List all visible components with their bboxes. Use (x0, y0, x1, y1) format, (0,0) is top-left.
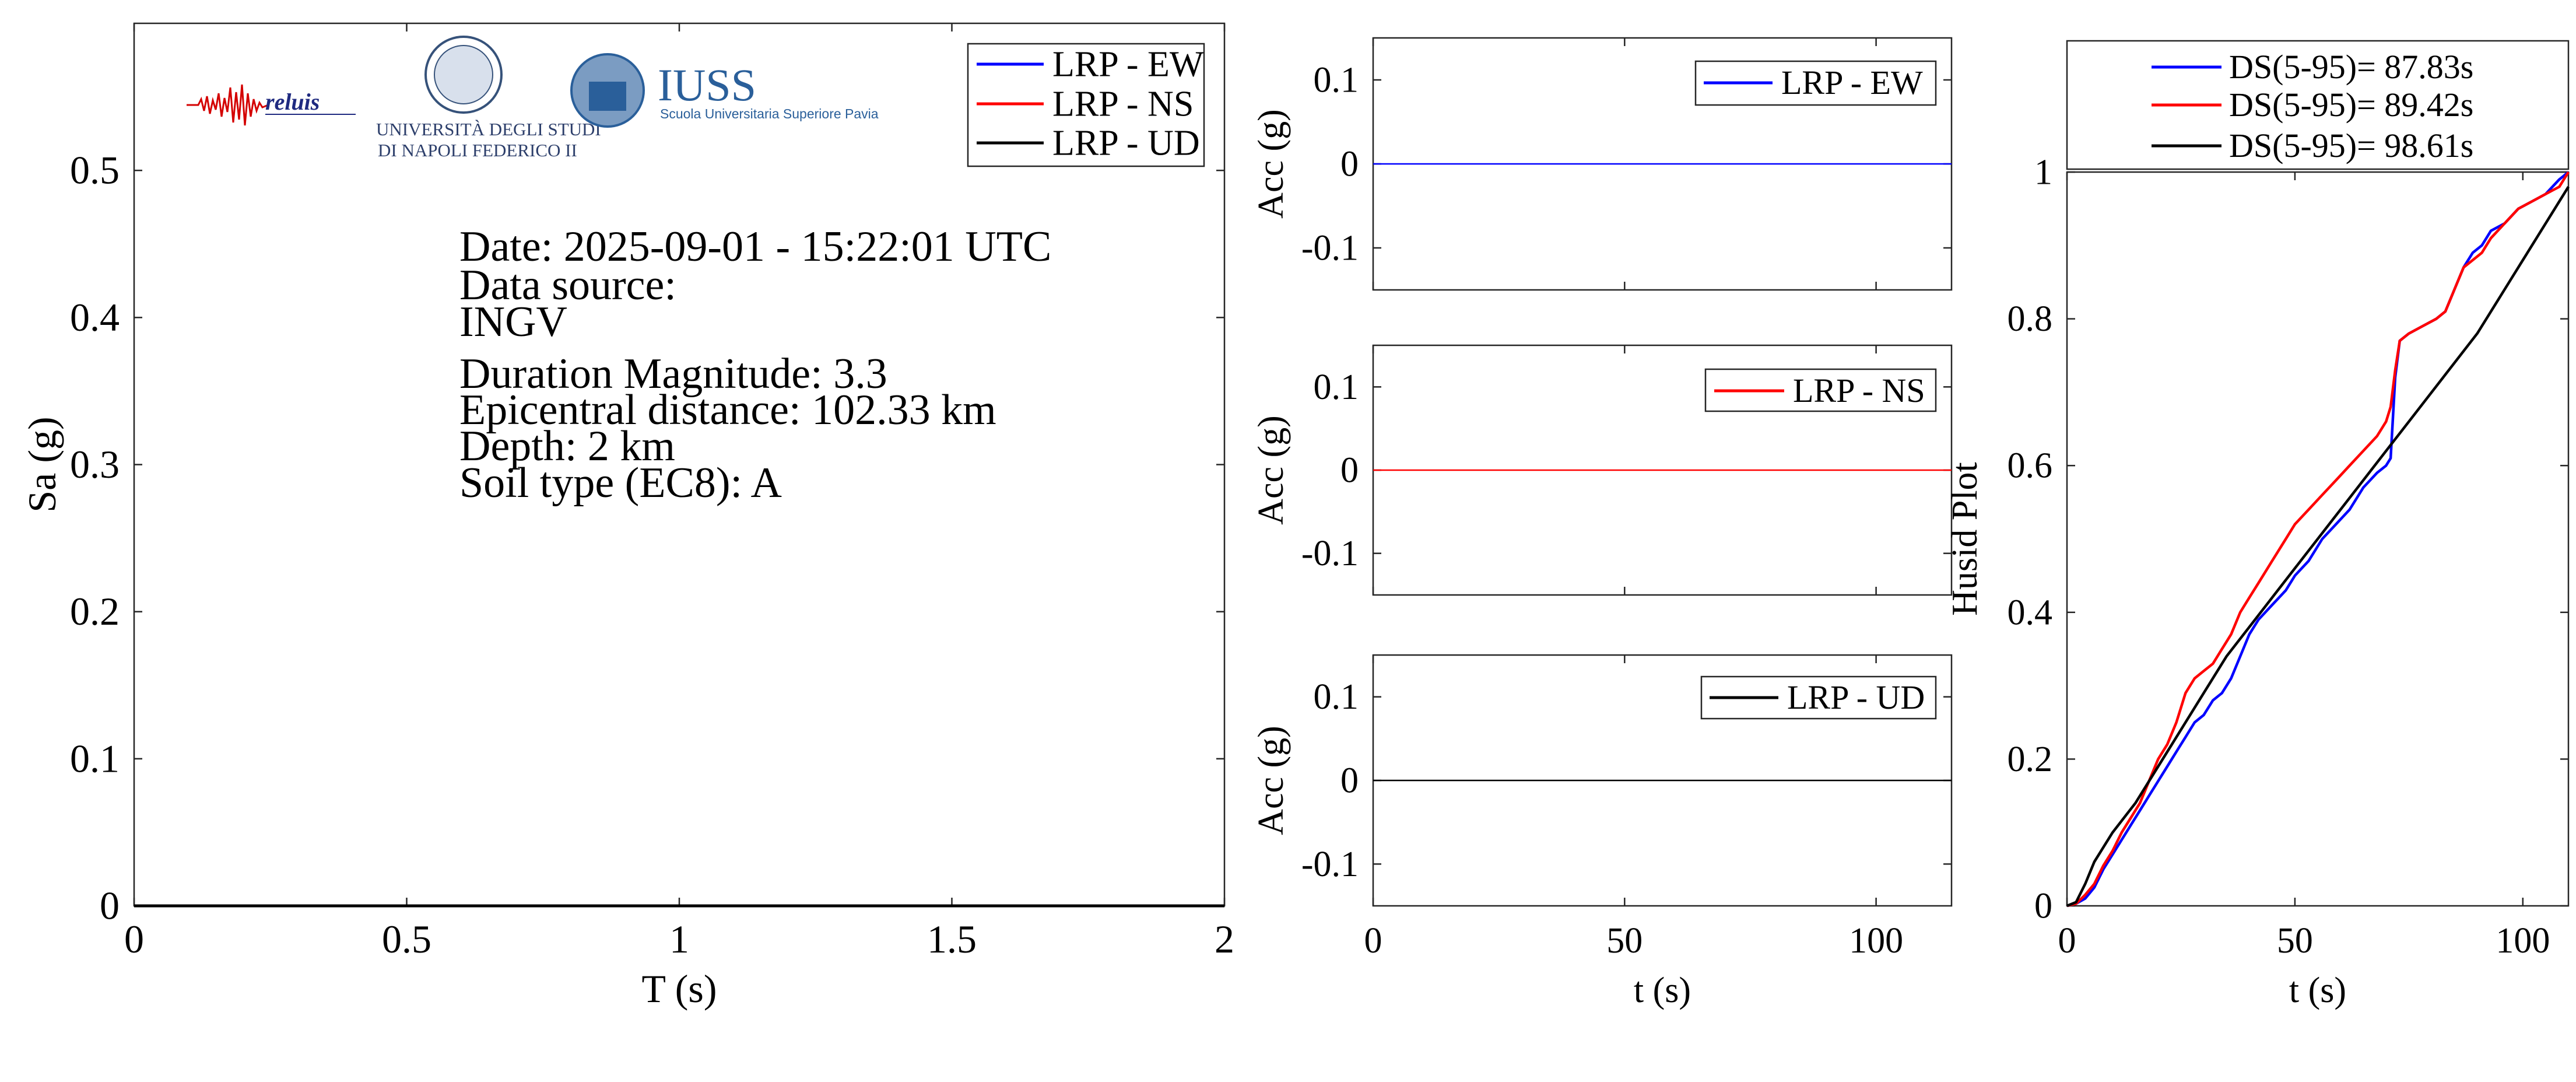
spectrum-ytick-label: 0.3 (70, 442, 120, 486)
acc_ud-xtick-label: 0 (1364, 921, 1382, 961)
soil-type: Soil type (EC8): A (459, 459, 782, 507)
acc_ud-ytick-label: 0.1 (1314, 677, 1359, 717)
unina-logo-line2: DI NAPOLI FEDERICO II (378, 140, 577, 160)
acc_ew-legend-label: LRP - EW (1781, 64, 1923, 101)
spectrum-ytick-label: 0.4 (70, 295, 120, 339)
iuss-logo-subtitle: Scuola Universitaria Superiore Pavia (660, 106, 879, 121)
acc_ew-chart: -0.1 0 0.1 Acc (g) LRP - EW (1251, 37, 1953, 291)
spectrum-xtick-label: 0.5 (382, 917, 431, 961)
husid-ytick-label: 0.2 (2008, 740, 2053, 779)
spectrum-ylabel: Sa (g) (20, 416, 64, 512)
husid-ytick-label: 0.4 (2008, 593, 2053, 632)
spectrum-xtick-label: 1.5 (927, 917, 977, 961)
acc_ew-legend: LRP - EW (1694, 60, 1937, 106)
husid-series-0-line (2066, 171, 2570, 908)
husid-legend-label: DS(5-95)= 89.42s (2229, 86, 2473, 124)
unina-seal-inner (434, 45, 493, 104)
husid-xtick-label: 100 (2496, 921, 2550, 961)
husid-series-2-line (2066, 186, 2570, 908)
acc_ud-legend: LRP - UD (1700, 675, 1937, 720)
acc_ns-ytick-label: 0.1 (1314, 367, 1359, 407)
husid-legend-label: DS(5-95)= 87.83s (2229, 48, 2473, 86)
acc_ew-ytick-label: -0.1 (1301, 228, 1359, 268)
acc_ew-ytick-label: 0 (1340, 144, 1359, 184)
acc_ns-chart: -0.1 0 0.1 Acc (g) LRP - NS (1251, 344, 1953, 596)
acc_ud-legend-label: LRP - UD (1787, 678, 1925, 716)
spectrum-ytick-label: 0.5 (70, 148, 120, 192)
husid-xtick-label: 50 (2277, 921, 2313, 961)
spectrum-xtick-label: 1 (669, 917, 689, 961)
acc_ew-ylabel: Acc (g) (1251, 109, 1291, 219)
acc_ud-xlabel: t (s) (1634, 971, 1691, 1010)
event-date: Date: 2025-09-01 - 15:22:01 UTC (459, 223, 1051, 271)
husid-ylabel: Husid Plot (1945, 462, 1985, 616)
iuss-seal-building (589, 82, 626, 111)
acc_ns-ylabel: Acc (g) (1251, 415, 1291, 525)
husid-ytick-label: 0.6 (2008, 446, 2053, 486)
unina-logo: UNIVERSITÀ DEGLI STUDI DI NAPOLI FEDERIC… (376, 36, 601, 160)
acc_ud-ytick-label: -0.1 (1301, 845, 1359, 884)
acc_ud-ytick-label: 0 (1340, 761, 1359, 800)
spectrum-xlabel: T (s) (641, 967, 717, 1011)
husid-plot-frame (2066, 171, 2570, 907)
husid-ytick-label: 1 (2034, 152, 2052, 192)
unina-seal-icon (424, 36, 503, 114)
unina-logo-line1: UNIVERSITÀ DEGLI STUDI (376, 119, 601, 139)
iuss-logo-title: IUSS (658, 59, 756, 110)
acc_ud-ylabel: Acc (g) (1251, 726, 1291, 835)
acc_ud-xtick-label: 100 (1849, 921, 1903, 961)
spectrum-xtick-label: 0 (124, 917, 144, 961)
spectrum-legend-label: LRP - UD (1052, 123, 1200, 163)
husid-chart: 0 0.2 0.4 0.6 0.8 1 0 50 100 t (s) Husid Plot DS(5-… (1945, 40, 2570, 1010)
acc_ns-ytick-label: 0 (1340, 450, 1359, 490)
reluis-logo: reluis (187, 84, 356, 126)
duration-magnitude: Duration Magnitude: 3.3 (459, 350, 887, 398)
acc_ns-ytick-label: -0.1 (1301, 534, 1359, 573)
spectrum-chart: 0 0.1 0.2 0.3 0.4 0.5 0 0.5 1 1.5 2 T (s) Sa (g) LRP … (20, 22, 1234, 1011)
spectrum-xtick-label: 2 (1215, 917, 1234, 961)
acc_ns-legend: LRP - NS (1704, 368, 1937, 412)
husid-series-1-line (2066, 171, 2570, 908)
epicentral-distance: Epicentral distance: 102.33 km (459, 386, 996, 434)
acc_ns-legend-label: LRP - NS (1793, 372, 1925, 409)
data-source-value: INGV (459, 298, 567, 346)
spectrum-legend-label: LRP - EW (1052, 44, 1204, 84)
depth: Depth: 2 km (459, 422, 675, 470)
spectrum-ytick-label: 0 (100, 883, 120, 927)
data-source-label: Data source: (459, 261, 676, 309)
husid-ytick-label: 0.8 (2008, 299, 2053, 339)
iuss-logo: IUSS Scuola Universitaria Superiore Pavi… (570, 53, 879, 128)
husid-ytick-label: 0 (2034, 886, 2052, 926)
spectrum-legend-label: LRP - NS (1052, 84, 1194, 124)
husid-xtick-label: 0 (2058, 921, 2076, 961)
husid-legend-label: DS(5-95)= 98.61s (2229, 127, 2473, 164)
acc_ud-xtick-label: 50 (1606, 921, 1643, 961)
spectrum-ytick-label: 0.1 (70, 736, 120, 780)
husid-xlabel: t (s) (2289, 971, 2346, 1010)
event-info: Date: 2025-09-01 - 15:22:01 UTC Data sou… (459, 223, 1051, 507)
husid-legend-box (2066, 40, 2570, 170)
seismogram-logo-icon (187, 84, 269, 126)
reluis-logo-text: reluis (265, 89, 320, 115)
acc_ns-legend-box (1704, 368, 1937, 412)
spectrum-ytick-label: 0.2 (70, 589, 120, 633)
acc_ew-ytick-label: 0.1 (1314, 60, 1359, 100)
